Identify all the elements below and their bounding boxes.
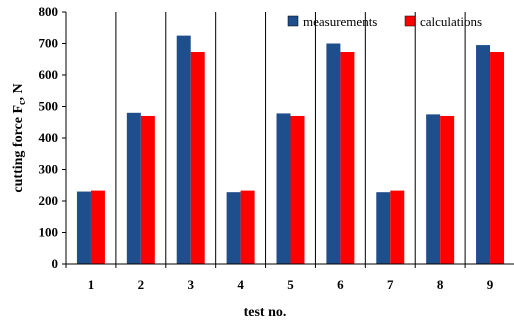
bar-measurements-6: [326, 43, 341, 264]
x-tick-label: 5: [287, 277, 294, 292]
y-tick-label: 500: [39, 99, 59, 114]
bar-calculations-4: [240, 190, 255, 264]
x-tick-label: 4: [237, 277, 244, 292]
y-axis-title-unit: , N: [11, 83, 26, 100]
bar-calculations-7: [390, 190, 405, 264]
y-axis-title-main: cutting force F: [11, 105, 26, 193]
legend-swatch-measurements: [287, 15, 299, 27]
bar-calculations-9: [490, 52, 505, 264]
y-tick-label: 300: [39, 162, 59, 177]
y-tick-labels: 0 100 200 300 400 500 600 700 800: [39, 4, 59, 271]
x-tick-label: 6: [337, 277, 344, 292]
y-axis-title: cutting force Fc, N: [11, 83, 28, 192]
y-tick-label: 0: [52, 256, 59, 271]
x-tick-label: 3: [187, 277, 194, 292]
x-axis-title: test no.: [244, 305, 287, 320]
category-separators: [115, 12, 466, 264]
x-tick-label: 9: [487, 277, 494, 292]
bar-measurements-9: [476, 45, 491, 265]
y-tick-label: 200: [39, 193, 59, 208]
bar-measurements-1: [76, 191, 91, 264]
x-tick-label: 7: [387, 277, 394, 292]
bar-measurements-3: [176, 35, 191, 264]
y-axis-title-subscript: c: [17, 100, 28, 105]
legend-label-calculations: calculations: [420, 14, 482, 29]
x-tick-label: 8: [437, 277, 444, 292]
y-tick-label: 700: [39, 36, 59, 51]
y-tick-label: 100: [39, 225, 59, 240]
legend-label-measurements: measurements: [303, 14, 377, 29]
x-tick-label: 2: [138, 277, 145, 292]
bar-calculations-1: [90, 190, 105, 264]
bar-calculations-2: [140, 115, 155, 264]
bar-measurements-5: [276, 113, 291, 265]
x-tick-labels: 1 2 3 4 5 6 7 8 9: [88, 277, 494, 292]
y-tick-label: 400: [39, 130, 59, 145]
legend: measurements calculations: [287, 14, 482, 29]
y-tick-label: 600: [39, 67, 59, 82]
bar-measurements-4: [226, 192, 241, 264]
bar-measurements-7: [376, 192, 391, 264]
bar-calculations-6: [340, 52, 355, 264]
bars: [76, 35, 505, 265]
axes: [62, 11, 514, 268]
bar-calculations-3: [190, 52, 205, 264]
y-tick-label: 800: [39, 4, 59, 19]
x-tick-label: 1: [88, 277, 95, 292]
bar-calculations-5: [290, 115, 305, 264]
bar-measurements-8: [426, 114, 441, 264]
bar-measurements-2: [126, 112, 141, 264]
bar-calculations-8: [440, 115, 455, 264]
legend-swatch-calculations: [404, 15, 416, 27]
